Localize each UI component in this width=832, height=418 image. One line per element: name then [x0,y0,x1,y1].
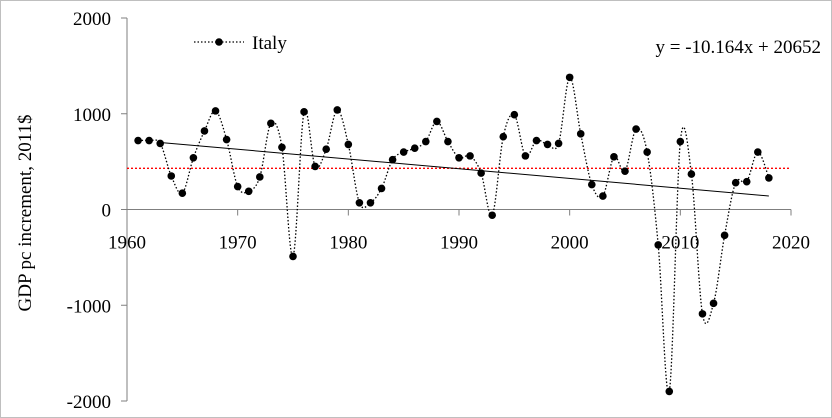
data-point-italy [554,139,563,148]
data-point-italy [610,153,618,161]
data-point-italy [399,148,408,156]
x-tick-label: 2020 [772,233,810,254]
data-point-italy [665,387,674,396]
x-tick-label: 2000 [551,233,589,254]
data-point-italy [377,184,386,193]
data-point-italy [676,137,685,146]
data-point-italy [754,148,762,156]
chart-legend: Italy [194,33,287,54]
data-point-italy [366,198,375,207]
data-point-italy [178,189,187,198]
data-point-italy [300,108,308,116]
data-point-italy [477,169,485,177]
data-point-italy [532,136,541,145]
data-point-italy [322,145,331,153]
data-point-italy [311,162,319,171]
data-point-italy [333,106,342,114]
data-point-italy [731,178,740,187]
data-point-italy [488,211,497,220]
data-point-italy [156,139,164,148]
chart-labels: 2000 1000 0 -1000 -2000 1960 1970 1980 1990 2000 2… [67,9,810,413]
data-point-italy [422,137,430,146]
x-tick-label: 1980 [329,233,367,254]
data-point-italy [643,148,651,156]
x-tick-label: 1960 [108,233,146,254]
data-point-italy [289,252,297,261]
data-point-italy [145,136,153,145]
x-tick-label: 1990 [440,233,478,254]
data-point-italy [200,127,209,135]
data-point-italy [765,174,773,182]
data-point-italy [709,299,718,308]
data-point-italy [576,130,585,138]
data-point-italy [233,182,242,191]
data-point-italy [687,170,696,178]
data-point-italy [278,143,286,152]
data-point-italy [599,192,607,200]
y-tick-label: 1000 [73,105,111,126]
data-point-italy [433,117,441,126]
data-point-italy [444,137,452,146]
y-tick-label: 0 [102,201,112,222]
data-point-italy [742,177,751,186]
data-point-italy [211,107,220,115]
data-point-italy [654,241,662,249]
data-point-italy [510,110,519,119]
y-axis-title: GDP pc increment, 2011$ [15,115,36,312]
y-tick-label: -2000 [67,392,111,413]
trendline [160,141,769,197]
chart-series [134,73,773,396]
y-tick-label: -1000 [67,296,111,317]
data-point-italy [388,155,397,164]
data-point-italy [267,119,275,128]
data-point-italy [134,136,142,145]
data-point-italy [455,153,463,162]
data-point-italy [222,135,231,144]
x-tick-label: 2010 [661,233,699,254]
data-point-italy [410,144,419,153]
y-tick-label: 2000 [73,9,111,30]
data-point-italy [543,140,552,149]
data-point-italy [632,125,640,133]
trendline-equation-label: y = -10.164x + 20652 [655,37,821,58]
data-point-italy [355,198,364,207]
data-point-italy [565,73,574,82]
data-point-italy [698,310,707,318]
data-point-italy [189,153,198,162]
data-point-italy [255,173,264,181]
data-point-italy [621,167,629,175]
x-tick-label: 1970 [219,233,257,254]
data-point-italy [466,152,474,160]
chart-reference-lines [127,141,791,197]
data-point-italy [588,180,596,189]
chart-axes [121,17,792,402]
data-point-italy [499,132,508,141]
data-point-italy [720,231,729,240]
data-point-italy [344,140,353,149]
legend-label-italy: Italy [252,33,287,54]
legend-marker-swatch [215,38,223,46]
data-point-italy [244,187,253,196]
data-point-italy [521,152,530,160]
data-point-italy [167,172,176,180]
